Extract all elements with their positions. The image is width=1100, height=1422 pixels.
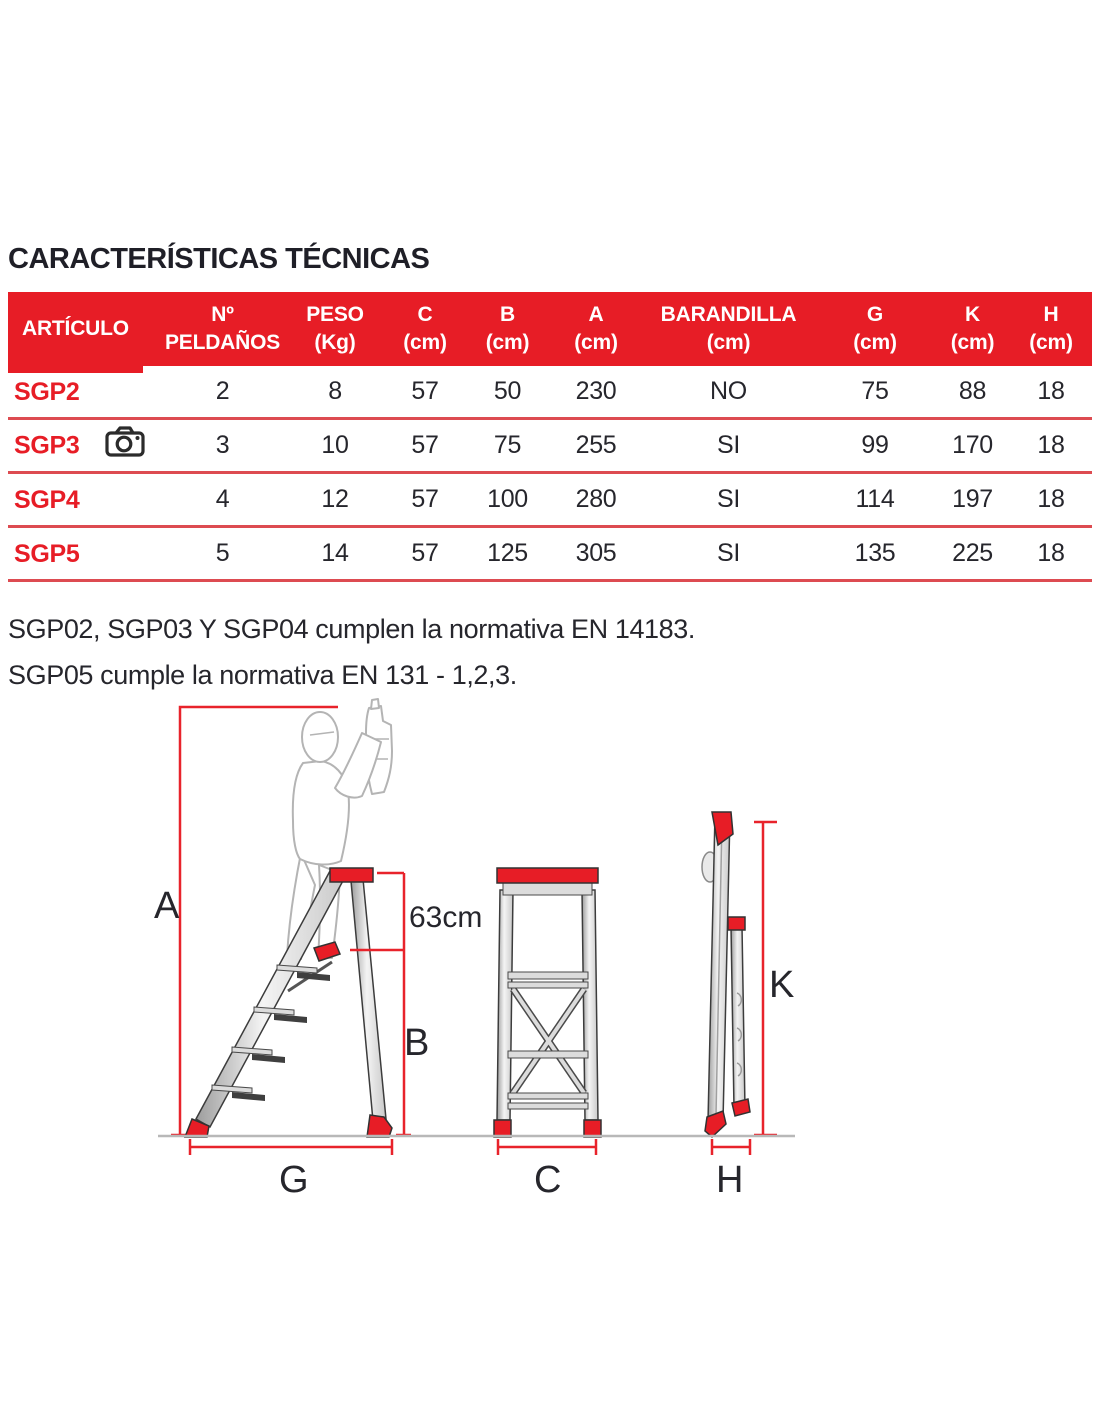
note-en14183: SGP02, SGP03 Y SGP04 cumplen la normativ… (8, 614, 696, 644)
back-foot (366, 1114, 393, 1138)
folded-inner-bottom-cap (731, 1098, 751, 1117)
cell-peso: 12 (285, 472, 385, 528)
front-view-right-foot (583, 1119, 602, 1138)
dimension-k: K (754, 820, 794, 1137)
col-header-g: G (cm) (815, 292, 935, 366)
platform-top (329, 867, 374, 883)
cell-k: 197 (935, 472, 1010, 528)
cell-c: 57 (385, 418, 465, 474)
col-header-k: K (cm) (935, 292, 1010, 366)
cell-g: 135 (815, 526, 935, 582)
article-cell: SGP2 (8, 366, 160, 420)
spec-row-sgp5: SGP5 5 14 57 125 305 SI 135 225 18 (8, 526, 1092, 582)
cell-g: 99 (815, 418, 935, 474)
label-platform-height: 63cm (409, 901, 482, 934)
label-h: H (716, 1159, 743, 1200)
cell-barandilla: SI (642, 526, 815, 582)
article-label: SGP3 (14, 431, 80, 459)
folded-view-ladder (701, 811, 751, 1139)
technical-specs-table: ARTÍCULO Nº PELDAÑOS PESO (Kg) C (cm) B (cm)… (8, 292, 1092, 582)
article-label: SGP4 (14, 485, 80, 514)
cell-peso: 14 (285, 526, 385, 582)
hinge-cap (313, 941, 342, 962)
spec-row-sgp2: SGP2 2 8 57 50 230 NO 75 88 18 (8, 366, 1092, 420)
cell-c: 57 (385, 366, 465, 420)
article-cell: SGP4 (8, 472, 160, 528)
article-label: SGP2 (14, 377, 80, 406)
label-k: K (769, 964, 794, 1006)
cell-a: 230 (550, 366, 642, 420)
compliance-notes: SGP02, SGP03 Y SGP04 cumplen la normativ… (8, 606, 695, 698)
cell-b: 50 (465, 366, 550, 420)
article-label: SGP5 (14, 539, 80, 568)
side-view-ladder (183, 867, 393, 1138)
cell-a: 305 (550, 526, 642, 582)
cell-h: 18 (1010, 366, 1092, 420)
table-header-row: ARTÍCULO Nº PELDAÑOS PESO (Kg) C (cm) B (cm)… (8, 292, 1092, 366)
dimension-h: H (710, 1139, 752, 1200)
camera-icon[interactable] (104, 425, 145, 464)
cell-c: 57 (385, 472, 465, 528)
cell-a: 280 (550, 472, 642, 528)
spec-row-sgp4: SGP4 4 12 57 100 280 SI 114 197 18 (8, 472, 1092, 528)
article-cell: SGP3 (8, 418, 160, 474)
folded-inner-top-cap (727, 916, 746, 931)
cross-braces (510, 987, 587, 1095)
cell-b: 125 (465, 526, 550, 582)
cell-b: 100 (465, 472, 550, 528)
table-header-step (8, 366, 143, 373)
technical-drawing: A (154, 698, 795, 1200)
col-header-c: C (cm) (385, 292, 465, 366)
note-en131: SGP05 cumple la normativa EN 131 - 1,2,3… (8, 660, 517, 690)
cell-b: 75 (465, 418, 550, 474)
cell-peldanos: 4 (160, 472, 285, 528)
cell-barandilla: SI (642, 472, 815, 528)
col-header-a: A (cm) (550, 292, 642, 366)
cell-peldanos: 3 (160, 418, 285, 474)
col-header-peldanos: Nº PELDAÑOS (160, 292, 285, 366)
cell-g: 75 (815, 366, 935, 420)
spec-row-sgp3: SGP3 3 10 57 75 255 SI 99 170 18 (8, 418, 1092, 474)
cell-k: 225 (935, 526, 1010, 582)
cell-barandilla: NO (642, 366, 815, 420)
dimension-a: A (154, 705, 338, 1137)
cell-h: 18 (1010, 472, 1092, 528)
label-c: C (534, 1159, 561, 1200)
folded-bottom-foot (704, 1109, 727, 1139)
cell-k: 170 (935, 418, 1010, 474)
cell-k: 88 (935, 366, 1010, 420)
cell-peso: 8 (285, 366, 385, 420)
cell-peso: 10 (285, 418, 385, 474)
col-header-peso: PESO (Kg) (285, 292, 385, 366)
label-b: B (404, 1022, 429, 1064)
cell-a: 255 (550, 418, 642, 474)
dimension-g: G (188, 1139, 394, 1200)
front-view-left-foot (493, 1119, 512, 1138)
label-a: A (154, 885, 180, 927)
cell-barandilla: SI (642, 418, 815, 474)
page-title: CARACTERÍSTICAS TÉCNICAS (8, 243, 430, 275)
col-header-articulo: ARTÍCULO (8, 292, 160, 366)
cell-g: 114 (815, 472, 935, 528)
cell-peldanos: 2 (160, 366, 285, 420)
cell-h: 18 (1010, 418, 1092, 474)
dimension-b: 63cm B (350, 871, 482, 1137)
col-header-b: B (cm) (465, 292, 550, 366)
article-cell: SGP5 (8, 526, 160, 582)
cell-h: 18 (1010, 526, 1092, 582)
cell-peldanos: 5 (160, 526, 285, 582)
ladder-steps (211, 964, 330, 1101)
dimension-c: C (496, 1139, 598, 1200)
cell-c: 57 (385, 526, 465, 582)
front-view-ladder (493, 867, 602, 1138)
folded-top-cap (711, 811, 734, 847)
col-header-barandilla: BARANDILLA (cm) (642, 292, 815, 366)
platform-top-front (496, 867, 599, 884)
label-g: G (279, 1159, 309, 1200)
col-header-h: H (cm) (1010, 292, 1092, 366)
